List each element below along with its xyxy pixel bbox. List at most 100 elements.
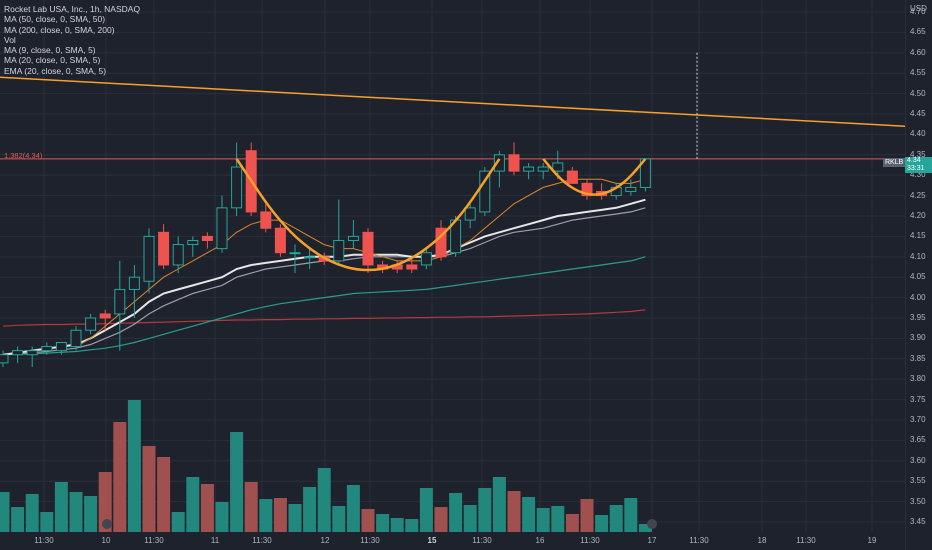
y-tick-label: 4.20 [910, 211, 926, 220]
volume-bar [69, 492, 83, 532]
y-tick-label: 4.70 [910, 7, 926, 16]
volume-bar [259, 499, 273, 532]
time-axis[interactable]: 11:30 10 11:30 11 11:30 12 11:30 15 11:30 16 11:30… [0, 532, 905, 550]
candle-body [55, 341, 67, 352]
candle-body [231, 166, 243, 209]
ma-9-line [75, 178, 646, 348]
volume-bar [580, 499, 594, 532]
volume-bar [419, 488, 433, 532]
volume-bar [449, 493, 463, 532]
candle-body [464, 207, 476, 221]
x-tick-label: 11:30 [796, 536, 816, 545]
y-tick-label: 4.10 [910, 251, 926, 261]
volume-series [0, 400, 652, 532]
x-tick-label: 12 [320, 536, 330, 545]
x-tick-label: 11:30 [34, 536, 54, 545]
chart-canvas[interactable] [0, 0, 905, 532]
volume-bar [390, 518, 404, 532]
x-tick-label: 11:30 [689, 536, 709, 545]
volume-bar [230, 432, 244, 532]
volume-bar [0, 492, 10, 532]
price-axis[interactable]: USD 4.70 4.65 4.60 4.55 4.50 4.45 4.40 4.35 4.30… [905, 0, 932, 550]
candle-body [114, 288, 126, 315]
legend-line: Vol [4, 34, 16, 45]
lightning-marker-icon [647, 519, 657, 529]
candle-body [479, 170, 491, 213]
candle-body [99, 313, 111, 319]
chart-legend: Rocket Lab USA, Inc., 1h, NASDAQ MA (50,… [4, 4, 140, 76]
volume-bar [624, 498, 638, 532]
last-price-value: 4.34 [907, 157, 921, 164]
candle-body [0, 354, 9, 364]
candle-body [216, 207, 228, 250]
last-price-tag: 4.34 33:31 [905, 157, 932, 173]
volume-bar [244, 482, 258, 532]
y-tick-label: 3.85 [910, 353, 926, 363]
y-tick-label: 4.15 [910, 231, 926, 241]
cup-pattern-main[interactable] [235, 158, 501, 272]
candle-body [128, 276, 140, 290]
ma-200-line [2, 309, 646, 327]
y-tick-label: 4.25 [910, 190, 926, 200]
currency-label: USD [910, 4, 927, 13]
candle-body [625, 186, 637, 193]
x-tick-label: 11:30 [472, 536, 492, 545]
y-tick-label: 4.60 [910, 47, 926, 57]
x-tick-label: 18 [757, 536, 767, 545]
trendline[interactable] [0, 76, 905, 127]
candle-body [41, 346, 53, 352]
candle-body [26, 350, 38, 356]
volume-bar [478, 488, 492, 532]
volume-bar [200, 484, 214, 532]
y-tick-label: 3.75 [910, 394, 926, 404]
volume-bar [463, 505, 477, 532]
chart-markers [102, 519, 657, 529]
candlestick-series [0, 142, 651, 367]
candle-body [187, 239, 199, 246]
y-tick-label: 4.65 [910, 27, 926, 37]
x-tick-label: 11:30 [252, 536, 272, 545]
cup-pattern-handle[interactable] [542, 158, 647, 196]
y-tick-label: 4.30 [910, 170, 926, 180]
volume-bar [551, 506, 565, 532]
volume-bar [303, 487, 317, 532]
x-tick-label: 10 [101, 536, 111, 545]
y-tick-label: 4.35 [910, 149, 926, 159]
volume-bar [215, 502, 229, 532]
candle-body [70, 329, 82, 348]
fib-level-label: 1.382(4.34) [4, 151, 43, 160]
volume-bar [186, 477, 200, 532]
candle-body [537, 166, 549, 172]
y-tick-label: 4.05 [910, 272, 926, 282]
candle-body [201, 235, 213, 241]
candle-body [304, 256, 316, 259]
volume-bar [507, 491, 521, 532]
volume-bar [609, 505, 623, 532]
y-tick-label: 3.50 [910, 496, 926, 506]
candle-body [85, 317, 97, 331]
candle-body [347, 235, 359, 241]
volume-bar [376, 514, 390, 532]
candle-body [274, 227, 286, 254]
x-tick-label: 11:30 [580, 536, 600, 545]
volume-bar [317, 468, 331, 532]
volume-bar [565, 514, 579, 532]
y-tick-label: 4.45 [910, 109, 926, 118]
volume-bar [157, 457, 171, 532]
x-tick-label: 11:30 [360, 536, 380, 545]
candle-body [581, 182, 593, 197]
legend-line: MA (50, close, 0, SMA, 50) [4, 14, 106, 25]
ticker-tag: RKLB [883, 158, 906, 167]
volume-bar [98, 472, 112, 532]
volume-bar [127, 400, 141, 532]
volume-bar [595, 515, 609, 532]
x-tick-label: 15 [427, 536, 437, 545]
y-tick-label: 4.55 [910, 68, 926, 78]
volume-bar [25, 494, 39, 532]
legend-line: MA (20, close, 0, SMA, 5) [4, 55, 101, 66]
y-tick-label: 3.95 [910, 313, 926, 322]
candle-body [289, 252, 301, 255]
y-tick-label: 3.45 [910, 517, 926, 526]
x-tick-label: 16 [535, 536, 545, 545]
last-price-countdown: 33:31 [907, 165, 925, 172]
